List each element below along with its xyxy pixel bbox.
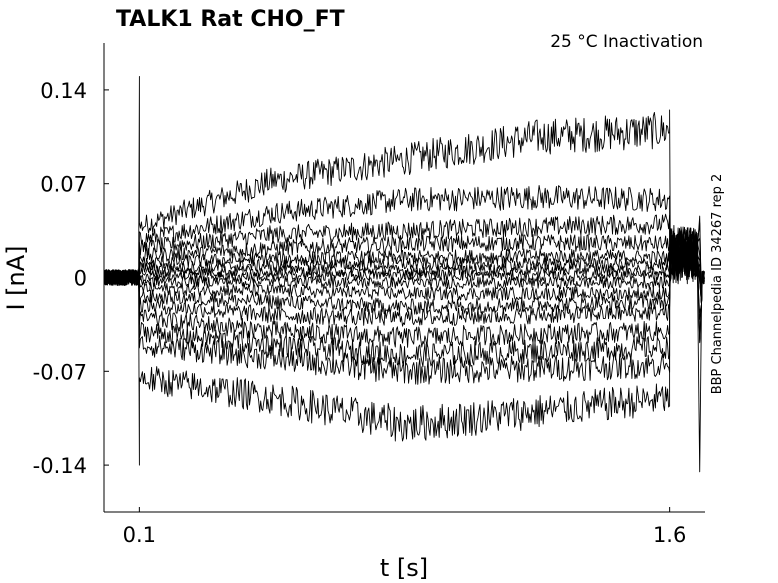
y-tick-label: 0: [74, 267, 87, 291]
current-trace: [103, 226, 705, 385]
current-trace: [103, 234, 705, 305]
x-tick-label: 1.6: [653, 523, 686, 547]
current-trace: [103, 213, 705, 307]
y-axis-label: I [nA]: [2, 245, 30, 310]
y-tick-label: -0.14: [33, 454, 87, 478]
current-trace: [103, 76, 705, 305]
ticks: 0.1 1.6 0.14 0.07 0 -0.07 -0.14: [33, 79, 687, 547]
chart-title: TALK1 Rat CHO_FT: [116, 7, 345, 32]
condition-label: 25 °C Inactivation: [550, 32, 703, 52]
y-tick-label: 0.14: [40, 79, 87, 103]
current-trace: [103, 185, 705, 320]
current-trace: [103, 238, 705, 344]
current-trace: [103, 229, 705, 348]
current-trace: [103, 234, 705, 312]
y-tick-label: -0.07: [33, 360, 87, 384]
current-trace: [103, 224, 705, 473]
current-trace: [103, 215, 705, 308]
current-trace: [103, 222, 705, 305]
x-axis-label: t [s]: [380, 554, 428, 582]
current-trace: [103, 233, 705, 340]
traces: [103, 76, 705, 473]
current-trace: [103, 232, 705, 327]
y-tick-label: 0.07: [40, 173, 87, 197]
x-tick-label: 0.1: [123, 523, 156, 547]
channelpedia-id-label: BBP Channelpedia ID 34267 rep 2: [710, 174, 725, 395]
